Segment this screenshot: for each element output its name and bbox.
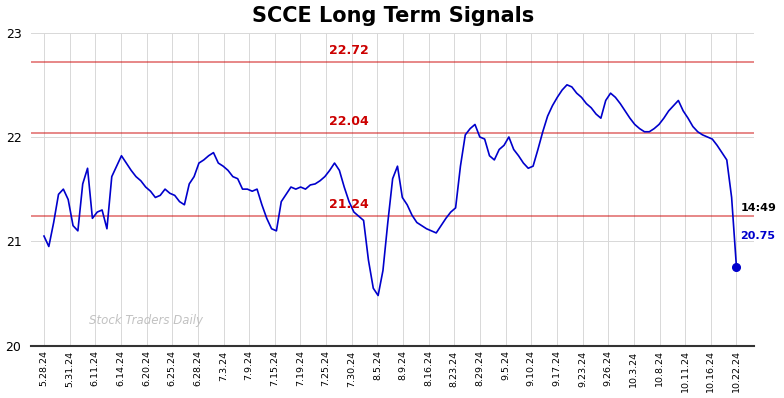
Title: SCCE Long Term Signals: SCCE Long Term Signals (252, 6, 534, 25)
Text: 20.75: 20.75 (740, 231, 775, 241)
Text: 14:49: 14:49 (740, 203, 776, 213)
Text: 21.24: 21.24 (328, 198, 368, 211)
Text: 22.72: 22.72 (328, 44, 368, 57)
Text: Stock Traders Daily: Stock Traders Daily (89, 314, 203, 327)
Text: 22.04: 22.04 (328, 115, 368, 128)
